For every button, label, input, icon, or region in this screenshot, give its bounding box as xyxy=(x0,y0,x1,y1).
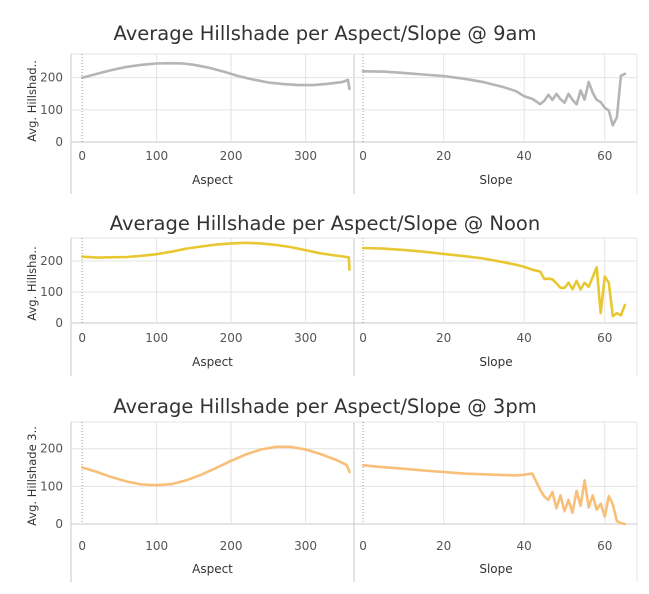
x-tick-label: 200 xyxy=(220,539,243,553)
slope-panel: 0 20 40 60 Slope xyxy=(355,237,638,376)
chart-1: Average Hillshade per Aspect/Slope @ 9am… xyxy=(25,22,638,194)
x-tick-label: 20 xyxy=(436,539,451,553)
x-axis-label: Aspect xyxy=(192,355,233,369)
y-tick-label: 0 xyxy=(55,517,63,531)
y-tick-label: 200 xyxy=(40,71,63,85)
series-line xyxy=(361,246,627,318)
aspect-panel: 0 100 200 300 Aspect xyxy=(71,237,355,376)
x-tick-label: 300 xyxy=(294,149,317,163)
chart-3: Average Hillshade per Aspect/Slope @ 3pm… xyxy=(25,395,638,582)
x-tick-label: 200 xyxy=(220,331,243,345)
x-tick-label: 60 xyxy=(597,149,612,163)
x-tick-label: 60 xyxy=(597,331,612,345)
y-axis-label: Avg. Hillshad.. xyxy=(25,60,39,142)
x-tick-label: 20 xyxy=(436,149,451,163)
y-tick-label: 0 xyxy=(55,316,63,330)
slope-panel: 0 20 40 60 Slope xyxy=(355,421,638,582)
slope-panel: 0 20 40 60 Slope xyxy=(355,53,638,194)
x-axis-label: Aspect xyxy=(192,173,233,187)
x-tick-label: 0 xyxy=(359,149,367,163)
x-tick-label: 0 xyxy=(78,331,86,345)
x-tick-label: 60 xyxy=(597,539,612,553)
y-axis-label: Avg. Hillshade 3.. xyxy=(25,426,39,526)
x-axis-label: Slope xyxy=(479,562,512,576)
x-tick-label: 100 xyxy=(145,539,168,553)
x-tick-label: 40 xyxy=(517,149,532,163)
series-line xyxy=(80,445,351,487)
chart-title: Average Hillshade per Aspect/Slope @ 3pm xyxy=(113,395,536,418)
chart-title: Average Hillshade per Aspect/Slope @ 9am xyxy=(114,22,537,45)
x-tick-label: 20 xyxy=(436,331,451,345)
x-tick-label: 100 xyxy=(145,331,168,345)
y-tick-label: 100 xyxy=(40,285,63,299)
x-axis-label: Slope xyxy=(479,355,512,369)
y-tick-label: 0 xyxy=(55,135,63,149)
x-tick-label: 100 xyxy=(145,149,168,163)
x-tick-label: 0 xyxy=(359,331,367,345)
x-tick-label: 0 xyxy=(78,149,86,163)
series-line xyxy=(80,61,351,91)
x-tick-label: 300 xyxy=(294,539,317,553)
x-tick-label: 200 xyxy=(220,149,243,163)
series-line xyxy=(361,70,627,127)
x-axis-label: Aspect xyxy=(192,562,233,576)
x-tick-label: 0 xyxy=(359,539,367,553)
y-axis-label: Avg. Hillsha.. xyxy=(25,246,39,320)
x-tick-label: 0 xyxy=(78,539,86,553)
x-tick-label: 300 xyxy=(294,331,317,345)
aspect-panel: 0 100 200 300 Aspect xyxy=(71,53,355,194)
y-tick-label: 100 xyxy=(40,103,63,117)
y-tick-label: 200 xyxy=(40,254,63,268)
x-tick-label: 40 xyxy=(517,539,532,553)
chart-2: Average Hillshade per Aspect/Slope @ Noo… xyxy=(25,212,638,376)
y-tick-label: 200 xyxy=(40,442,63,456)
chart-title: Average Hillshade per Aspect/Slope @ Noo… xyxy=(110,212,540,235)
x-axis-label: Slope xyxy=(479,173,512,187)
aspect-panel: 0 100 200 300 Aspect xyxy=(71,421,355,582)
x-tick-label: 40 xyxy=(517,331,532,345)
series-line xyxy=(361,463,627,526)
series-line xyxy=(80,241,351,272)
y-tick-label: 100 xyxy=(40,479,63,493)
